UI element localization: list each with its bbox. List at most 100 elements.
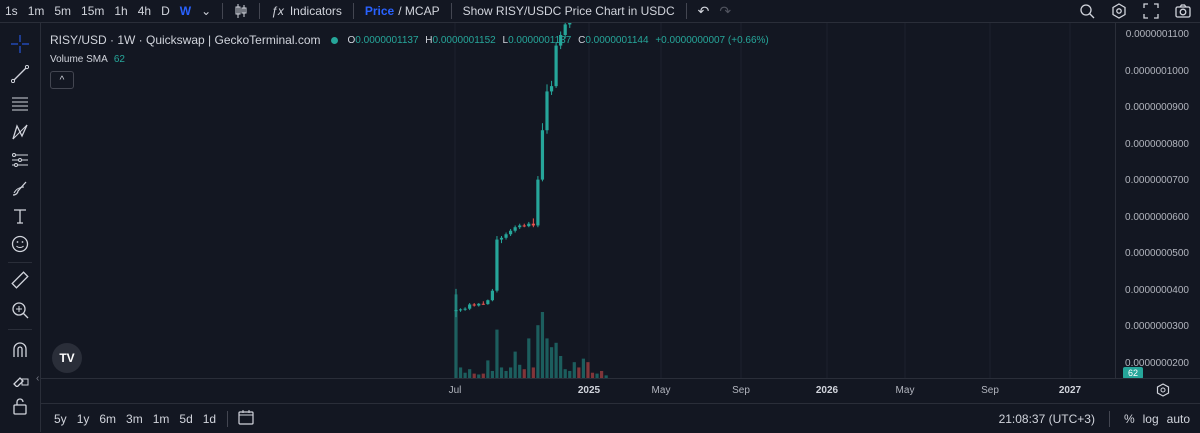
brush-icon[interactable] [9,177,31,199]
camera-icon[interactable] [1174,2,1192,20]
chart-legend: RISY/USD · 1W · Quickswap | GeckoTermina… [50,33,769,47]
range-5y[interactable]: 5y [54,411,67,426]
time-axis[interactable]: Jul 2025 May Sep 2026 May Sep 2027 [41,378,1200,403]
magnet-icon[interactable] [9,339,31,361]
price-chart[interactable] [41,23,1115,378]
high-key: H [425,34,433,46]
interval-5m[interactable]: 5m [54,4,72,18]
interval-15m[interactable]: 15m [81,4,105,18]
range-1y[interactable]: 1y [76,411,90,426]
volume-bar [477,374,481,378]
undo-icon[interactable]: ↶ [697,2,710,19]
axis-settings-icon[interactable] [1156,383,1170,400]
price-tick-label: 0.0000000400 [1125,284,1189,296]
price-option[interactable]: Price [364,4,395,18]
volume-bar [504,370,508,378]
price-tick-label: 0.0000000900 [1125,102,1189,113]
price-tick-label: 0.0000000200 [1125,357,1189,369]
lock-icon[interactable] [9,395,31,417]
lock-drawings-icon[interactable] [9,367,31,389]
candle-body [468,304,472,309]
candle-body [540,130,545,180]
low-value: 0.0000001137 [508,34,572,46]
open-value: 0.0000001137 [355,34,419,46]
candles-icon[interactable] [229,0,253,22]
volume-bar [600,370,604,378]
price-axis[interactable]: 0.0000001100 0.0000001000 0.0000000900 0.00… [1115,23,1200,378]
price-mcap-toggle[interactable]: Price / MCAP [360,0,445,22]
bottom-right-controls: 21:08:37 (UTC+3) % log auto [999,404,1190,433]
volume-bar [486,360,490,378]
pattern-icon[interactable] [9,121,31,143]
candle-body [536,179,540,226]
range-6m[interactable]: 6m [99,411,117,426]
percent-toggle[interactable]: % [1123,411,1135,426]
price-tick-label: 0.0000001000 [1125,65,1189,77]
candle-body [499,237,504,240]
right-toolbar [1078,0,1192,22]
time-tick-label: Sep [981,385,999,396]
fullscreen-icon[interactable] [1142,2,1160,20]
volume-legend[interactable]: Volume SMA 62 [50,54,125,65]
text-icon[interactable] [9,205,31,227]
volume-bar [559,356,563,378]
volume-value: 62 [113,54,125,65]
range-3m[interactable]: 3m [126,411,143,426]
candle-body [527,223,531,227]
calendar-icon[interactable] [238,409,254,428]
volume-bar [549,347,554,378]
range-1d[interactable]: 1d [202,411,217,426]
settings-icon[interactable] [1110,2,1128,20]
ruler-icon[interactable] [9,269,31,291]
mcap-option[interactable]: / MCAP [398,4,440,18]
price-tick-label: 0.0000001100 [1125,29,1189,40]
close-key: C [578,34,586,46]
candle-body [458,309,463,311]
indicators-button[interactable]: ƒx Indicators [266,0,347,22]
candle-body [477,303,481,306]
show-usdc-chart-button[interactable]: Show RISY/USDC Price Chart in USDC [462,4,675,18]
candle-body [490,290,494,301]
bottom-toolbar: 5y 1y 6m 3m 1m 5d 1d 21:08:37 (UTC+3) % log au… [41,403,1200,433]
volume-bar [595,373,599,378]
log-toggle[interactable]: log [1142,411,1159,426]
auto-toggle[interactable]: auto [1166,411,1190,426]
time-tick-label: May [895,385,915,396]
interval-4h[interactable]: 4h [137,4,152,18]
zoom-in-icon[interactable] [9,299,31,321]
volume-bar [518,364,522,378]
chevron-up-icon: ^ [59,74,65,86]
divider [8,262,32,263]
emoji-icon[interactable] [9,233,31,255]
collapse-legend-button[interactable]: ^ [50,71,74,89]
interval-1m[interactable]: 1m [27,4,45,18]
fib-retracement-icon[interactable] [9,93,31,115]
volume-bar [481,373,485,378]
trend-line-icon[interactable] [9,63,31,85]
interval-1s[interactable]: 1s [5,4,18,18]
chevron-down-icon[interactable]: ⌄ [201,4,212,18]
interval-w[interactable]: W [179,4,192,18]
clock-time[interactable]: 21:08:37 (UTC+3) [998,411,1095,426]
change-value: +0.0000000007 (+0.66%) [655,34,769,46]
candle-body [504,234,508,238]
redo-icon[interactable]: ↷ [719,2,732,19]
time-tick-label: 2027 [1058,385,1082,396]
crosshair-icon[interactable] [9,33,31,55]
collapse-toolbar-icon[interactable]: ‹ [36,373,40,384]
quick-search-icon[interactable] [1078,2,1096,20]
prediction-icon[interactable] [9,149,31,171]
interval-1h[interactable]: 1h [114,4,128,18]
candle-body [559,35,563,46]
candle-body [513,227,517,231]
divider [222,3,224,19]
drawing-toolbar [0,23,41,432]
tradingview-logo[interactable]: TV [52,343,82,373]
volume-bar [458,367,463,378]
interval-d[interactable]: D [161,4,170,18]
range-1m[interactable]: 1m [152,411,170,426]
time-tick-label: 2025 [577,385,601,396]
ohlc-values: O0.0000001137 H0.0000001152 L0.000000113… [348,35,769,46]
range-5d[interactable]: 5d [179,411,193,426]
volume-bar [499,367,504,378]
